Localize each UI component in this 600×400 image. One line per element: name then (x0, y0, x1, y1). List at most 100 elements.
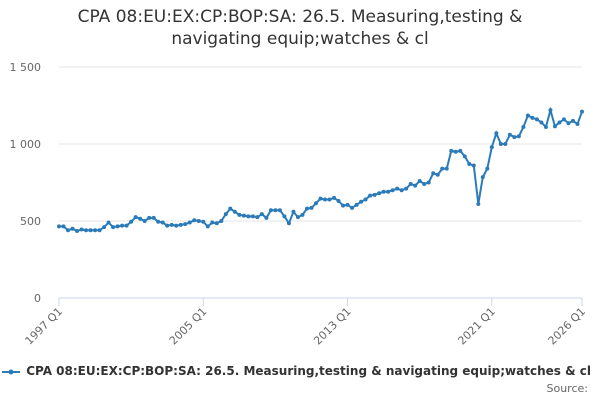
data-point (372, 192, 377, 197)
data-point (255, 215, 260, 220)
data-point (318, 196, 323, 201)
data-point (223, 212, 228, 217)
data-point (426, 180, 431, 185)
data-point (368, 193, 373, 198)
x-tick-label: 2026 Q1 (546, 305, 589, 348)
data-point (471, 163, 476, 168)
data-point (561, 117, 566, 122)
x-tick-label: 1997 Q1 (23, 305, 66, 348)
data-point (422, 182, 427, 187)
data-point (88, 228, 93, 233)
data-point (165, 223, 170, 228)
data-point (548, 108, 553, 113)
data-point (332, 195, 337, 200)
data-point (57, 224, 61, 229)
data-point (237, 212, 242, 217)
data-point (300, 212, 305, 217)
data-point (241, 213, 246, 218)
data-point (435, 172, 440, 177)
data-point (246, 214, 251, 219)
data-point (129, 219, 134, 224)
data-point (507, 132, 512, 137)
x-tick-label: 2013 Q1 (311, 305, 354, 348)
data-point (354, 202, 359, 207)
data-point (399, 188, 404, 193)
data-point (431, 171, 436, 176)
data-point (543, 125, 548, 130)
data-point (345, 202, 350, 207)
chart-title: CPA 08:EU:EX:CP:BOP:SA: 26.5. Measuring,… (77, 7, 523, 49)
data-point (174, 223, 179, 228)
data-point (79, 227, 84, 232)
data-point (268, 208, 273, 213)
x-tick-label: 2021 Q1 (455, 305, 498, 348)
data-point (133, 215, 138, 220)
data-point (336, 198, 341, 203)
data-point (291, 209, 296, 214)
data-point (178, 222, 183, 227)
data-point (295, 215, 300, 220)
data-point (286, 221, 291, 226)
data-point (228, 206, 233, 211)
data-point (192, 218, 197, 223)
data-point (142, 219, 147, 223)
data-point (458, 148, 463, 153)
data-point (417, 178, 422, 183)
data-point (462, 154, 467, 159)
data-point (66, 228, 71, 233)
legend-label: CPA 08:EU:EX:CP:BOP:SA: 26.5. Measuring,… (26, 364, 591, 378)
data-point (485, 166, 490, 171)
data-point (350, 205, 355, 210)
data-point (359, 199, 364, 204)
data-point (381, 189, 386, 194)
data-point (498, 142, 503, 146)
data-point (313, 201, 318, 206)
data-point (205, 224, 210, 229)
data-point (147, 215, 152, 220)
data-point (575, 121, 580, 126)
data-point (61, 224, 66, 229)
data-point (530, 115, 535, 120)
data-point (534, 117, 539, 122)
data-point (453, 149, 458, 154)
data-point (363, 197, 368, 202)
data-point (566, 121, 571, 126)
y-tick-label: 500 (20, 215, 41, 228)
data-point (219, 219, 224, 223)
data-point (570, 118, 575, 123)
data-point (304, 206, 309, 211)
data-point (323, 197, 328, 202)
data-point (169, 222, 174, 227)
data-point (160, 220, 165, 225)
data-point (525, 113, 530, 118)
data-point (102, 225, 107, 230)
data-point (282, 214, 287, 219)
data-point (476, 202, 481, 207)
data-point (196, 219, 201, 223)
data-point (75, 229, 80, 234)
data-point (138, 216, 143, 221)
data-point (386, 189, 391, 194)
data-point (250, 214, 255, 219)
data-point (277, 208, 282, 213)
data-point (232, 209, 237, 214)
x-tick-label: 2005 Q1 (167, 305, 210, 348)
legend-marker (2, 369, 20, 374)
data-point (124, 223, 129, 228)
data-point (214, 221, 219, 226)
data-point (309, 205, 314, 210)
source: Source: (546, 382, 589, 395)
data-point (111, 225, 116, 230)
data-point (440, 166, 445, 171)
data-point (512, 135, 517, 140)
data-point (97, 228, 102, 233)
y-tick-label: 0 (34, 292, 41, 305)
data-point (503, 142, 508, 146)
series-line (59, 106, 583, 233)
data-point (552, 124, 557, 129)
data-point (210, 220, 215, 225)
data-point (93, 228, 98, 233)
data-point (120, 223, 125, 228)
data-point (413, 183, 418, 188)
